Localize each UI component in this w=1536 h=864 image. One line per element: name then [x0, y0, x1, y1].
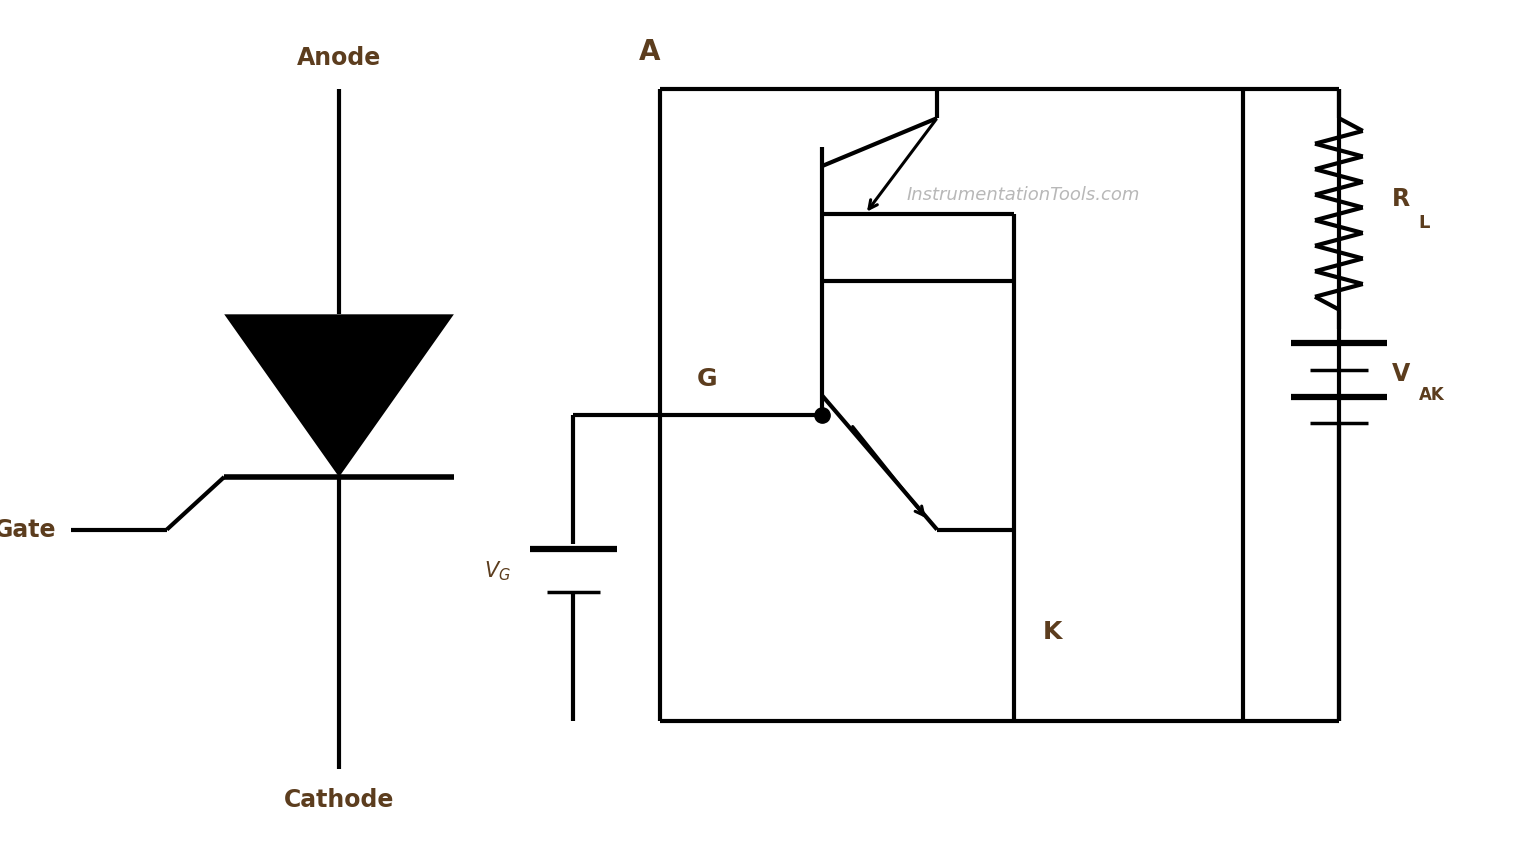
Text: Gate: Gate: [0, 518, 57, 542]
Polygon shape: [224, 314, 453, 477]
Text: InstrumentationTools.com: InstrumentationTools.com: [906, 186, 1140, 204]
Text: Cathode: Cathode: [284, 788, 395, 812]
Text: Anode: Anode: [296, 47, 381, 70]
Text: R: R: [1392, 187, 1410, 212]
Text: A: A: [639, 37, 660, 66]
Text: V: V: [1392, 362, 1410, 385]
Text: L: L: [1418, 214, 1430, 232]
Text: G: G: [697, 367, 717, 391]
Text: $V_G$: $V_G$: [484, 559, 511, 582]
Text: K: K: [1043, 620, 1061, 645]
Text: AK: AK: [1419, 385, 1445, 403]
